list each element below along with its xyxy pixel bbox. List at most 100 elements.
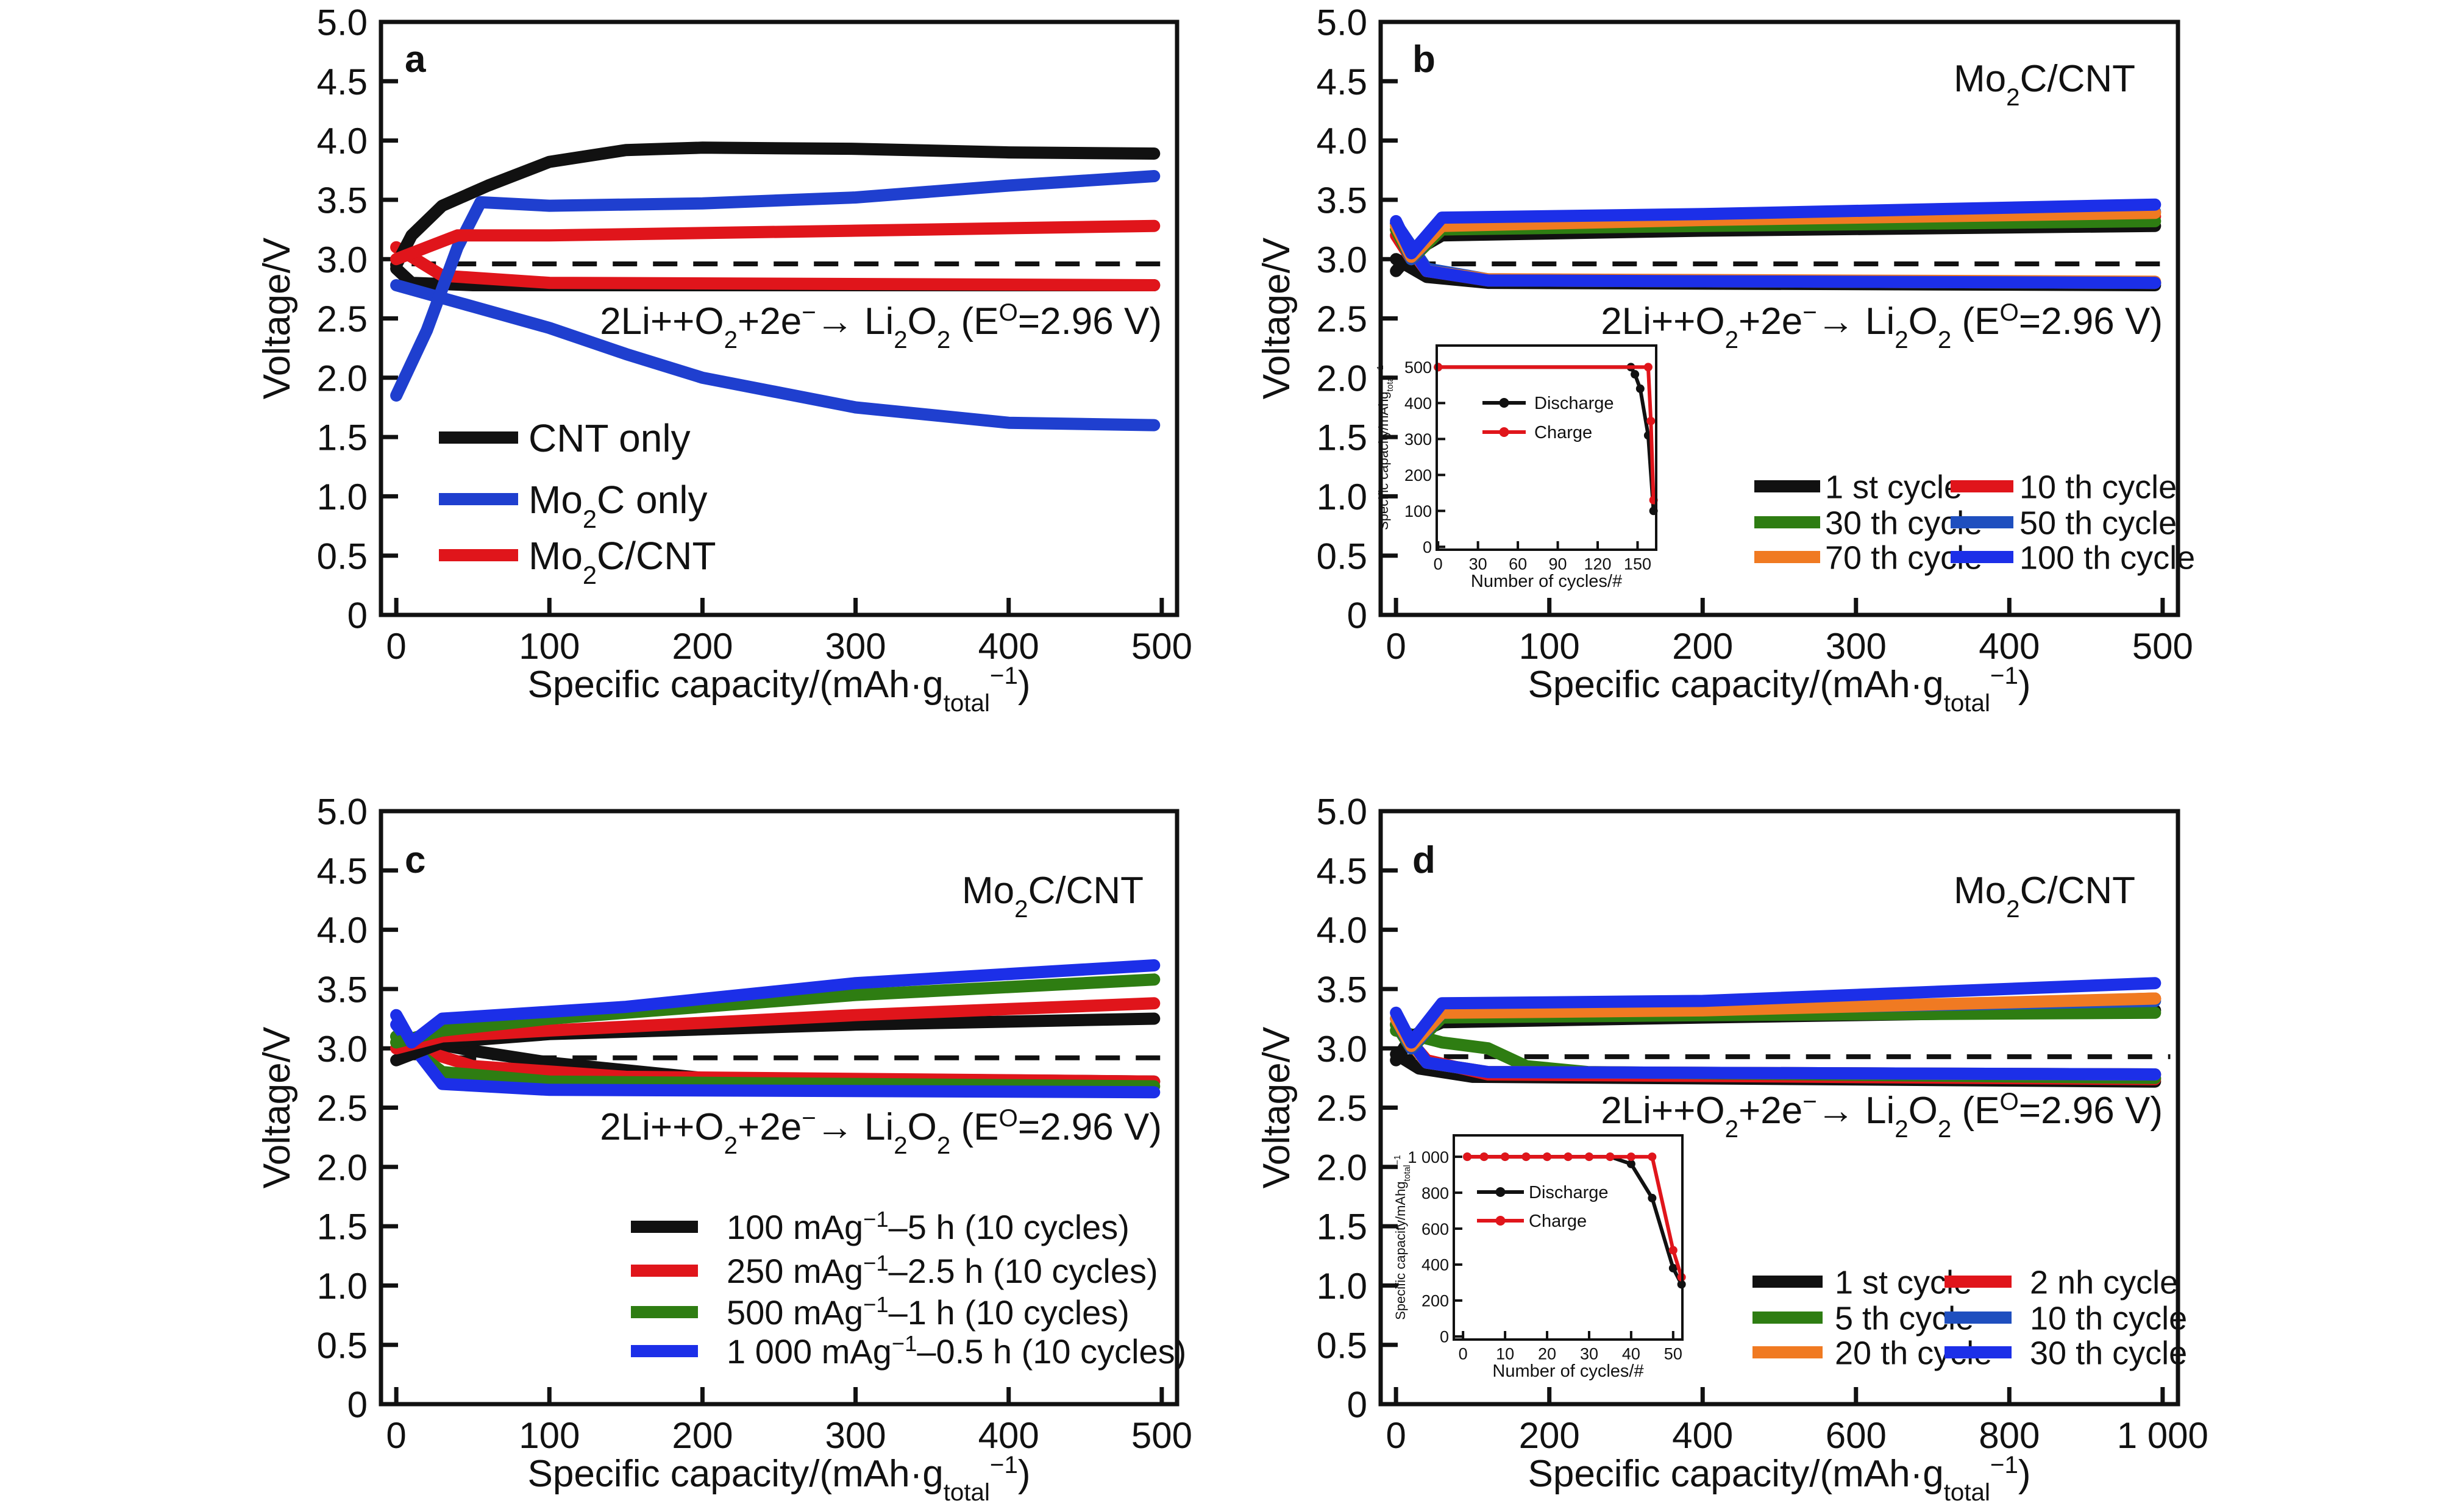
text-part: Mo [962,870,1014,912]
text-part: 500 mAg [727,1293,863,1332]
text-part: =2.96 V) [2019,1090,2163,1132]
y-tick-label: 3.0 [317,240,368,280]
text-part: +2e [1738,1090,1802,1132]
text-part: Number of cycles/# [1471,572,1622,591]
x-tick-label: 0 [386,626,406,667]
subscript: total [1403,1165,1412,1181]
text-part: Specific capacity/mAhg [1376,391,1391,530]
series-group [390,959,1161,1099]
legend-label: 500 mAg−1–1 h (10 cycles) [727,1292,1130,1332]
reaction-equation: 2Li++O2+2e−→ Li2O2 (EO=2.96 V) [1601,299,2163,353]
inset-marker [1564,1152,1573,1162]
y-axis-label: Specific capacity/mAhgtotal−1 [1376,365,1395,530]
y-axis-label: Voltage/V [256,1026,298,1188]
text-part: 2 nh cycle [2030,1264,2178,1301]
y-tick-label: 3.0 [317,1029,368,1070]
text-part: Mo [1954,58,2006,100]
subscript: 2 [2006,895,2019,923]
y-tick-label: 1.0 [317,1266,368,1307]
subscript: 2 [937,1132,950,1159]
series-group [1390,198,2162,291]
y-tick-label: 0 [1347,595,1367,636]
subscript: 2 [1725,1115,1738,1143]
x-axis-label: Specific capacity/(mAh·gtotal−1) [527,1451,1030,1506]
subscript: total [944,1478,990,1506]
text-part: 10 th cycle [2030,1300,2187,1336]
text-part: 100 mAg [727,1208,863,1246]
y-tick-label: 0 [1423,538,1432,556]
subscript: 2 [583,561,597,589]
x-tick-label: 20 [1538,1344,1556,1363]
text-part: Mo [1954,870,2006,912]
y-tick-label: 3.5 [1317,180,1367,221]
text-part: ) [1018,1453,1031,1495]
text-part: 100 th cycle [2019,539,2195,576]
text-part: –5 h (10 cycles) [889,1208,1130,1246]
x-tick-label: 200 [1519,1415,1580,1456]
charge-curve-1 [390,170,1161,402]
x-tick-label: 0 [1459,1344,1468,1363]
panel-c: 0 0.5 1.0 1.5 2.0 2.5 3.0 3.5 4.0 4.5 5.0 0 100 200 30… [256,792,1192,1506]
y-tick-label: 400 [1421,1256,1449,1274]
text-part: C/CNT [597,534,716,578]
discharge-curve-2 [390,241,1161,291]
inset-marker [1646,416,1656,425]
superscript: −1 [892,1331,917,1356]
x-tick-label: 500 [1131,1415,1192,1456]
inset-marker [1543,1152,1552,1162]
reaction-equation: 2Li++O2+2e−→ Li2O2 (EO=2.96 V) [1601,1088,2163,1143]
text-part: (E [950,300,998,343]
y-tick-label: 1.5 [317,417,368,458]
y-tick-label: 2.0 [317,358,368,399]
superscript: −1 [1990,1451,2018,1478]
text-part: ) [1018,664,1031,706]
x-tick-label: 60 [1509,555,1527,573]
inset-legend-label: Charge [1534,423,1592,442]
text-part: =2.96 V) [1018,1106,1162,1148]
inset-marker [1643,363,1653,372]
series-group [1390,977,2162,1088]
x-tick-label: 200 [672,1415,733,1456]
legend-label: 1 st cycle [1825,469,1962,505]
y-tick-label: 1 000 [1407,1148,1449,1166]
text-part: C/CNT [2020,870,2135,912]
subscript: 2 [2006,83,2019,111]
y-tick-label: 0.5 [317,1325,368,1366]
subscript: 2 [1895,1115,1908,1143]
y-tick-label: 0.5 [1317,536,1367,577]
y-tick-label: 0.5 [317,536,368,577]
material-annotation: Mo2C/CNT [1954,870,2135,923]
legend-label: Mo2C only [528,478,707,533]
inset-legend-label: Discharge [1534,394,1614,413]
legend-label: 1 000 mAg−1–0.5 h (10 cycles) [727,1331,1186,1371]
text-part: C/CNT [1028,870,1144,912]
y-axis-label: Voltage/V [256,237,298,399]
x-tick-label: 200 [672,626,733,667]
superscript: −1 [863,1207,889,1232]
y-tick-label: 100 [1404,502,1432,520]
y-tick-label: 3.0 [1317,240,1367,280]
inset-legend-marker [1495,1216,1506,1226]
inset-marker [1606,1152,1615,1162]
y-tick-label: 4.0 [317,910,368,951]
charge-curve-2 [390,219,1161,266]
x-tick-label: 400 [978,1415,1039,1456]
subscript: total [1944,689,1990,717]
subscript: 2 [894,326,907,353]
inset-background [1454,1135,1682,1340]
x-tick-label: 300 [825,626,886,667]
material-annotation: Mo2C/CNT [962,870,1144,923]
y-tick-label: 500 [1404,358,1432,377]
x-tick-label: 0 [1434,555,1443,573]
text-part: –0.5 h (10 cycles) [917,1332,1186,1371]
y-tick-label: 1.5 [317,1207,368,1248]
inset-frame [1453,1134,1684,1341]
y-tick-label: 800 [1421,1184,1449,1202]
x-tick-label: 0 [386,1415,406,1456]
superscript: −1 [990,662,1018,689]
x-tick-label: 0 [1386,1415,1406,1456]
inset-line-charge [1438,365,1656,500]
text-part: (E [1951,1090,1999,1132]
plot-frame [1378,20,2180,617]
